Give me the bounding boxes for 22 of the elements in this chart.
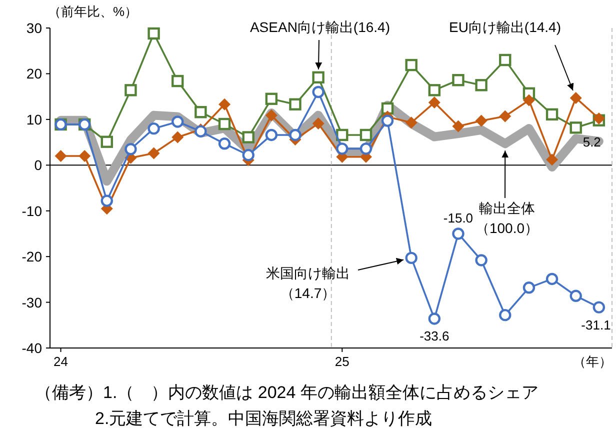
x-axis-title: （年）	[573, 354, 612, 369]
y-tick-label: 0	[34, 157, 42, 174]
x-tick-label: 24	[54, 354, 68, 369]
text: 輸出全体（100.0）	[475, 200, 539, 236]
x-tick-label: 25	[334, 354, 350, 369]
text: ASEAN向け輸出(16.4)	[250, 19, 390, 35]
data-label: -33.6	[420, 328, 450, 344]
data-label: 5.2	[582, 134, 601, 150]
text: EU向け輸出(14.4)	[448, 19, 562, 35]
data-label: -31.1	[581, 317, 611, 332]
y-axis-title: （前年比、%）	[48, 4, 138, 19]
y-tick-label: -20	[22, 248, 42, 265]
y-tick-label: 10	[26, 111, 42, 128]
data-label: -15.0	[443, 210, 474, 226]
text: 米国向け輸出（14.7）	[266, 265, 350, 301]
text: （備考）1.（ ）内の数値は 2024 年の輸出額全体に占めるシェア	[35, 383, 538, 402]
y-tick-label: 20	[26, 66, 42, 82]
y-tick-label: -10	[22, 202, 42, 219]
y-tick-label: -30	[22, 294, 42, 310]
y-tick-label: 30	[26, 20, 42, 36]
text: 2.元建てで計算。中国海関総署資料より作成	[95, 409, 432, 428]
y-tick-label: -40	[22, 340, 42, 356]
